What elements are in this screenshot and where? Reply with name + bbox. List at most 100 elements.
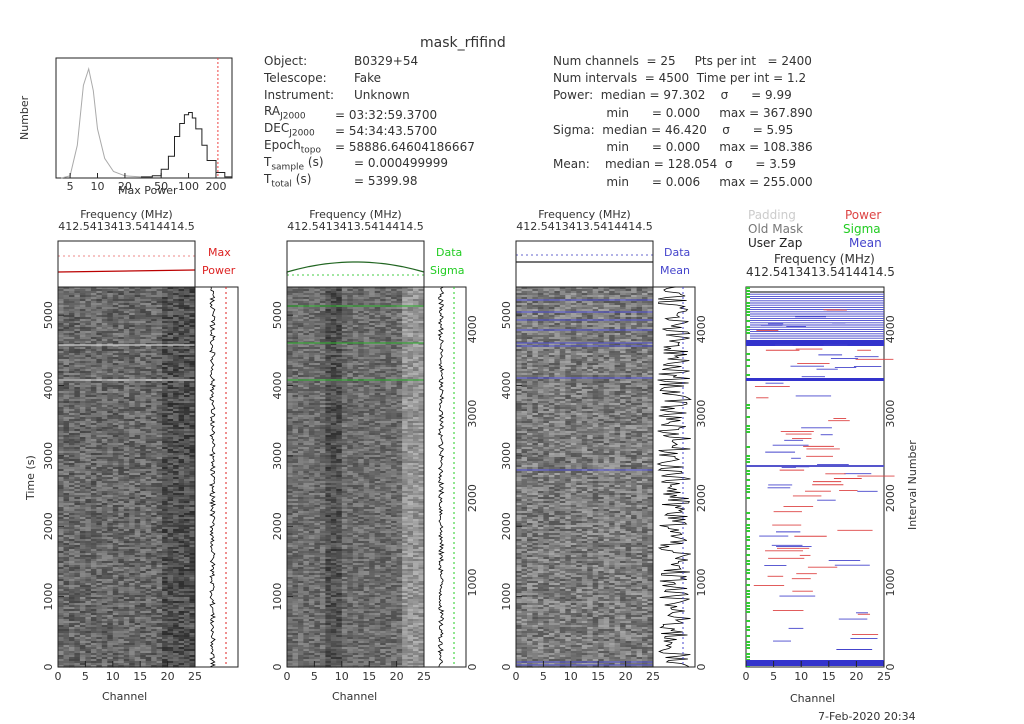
heat-cell [123, 459, 130, 462]
heat-cell [145, 443, 152, 446]
heat-cell [145, 363, 152, 366]
heat-cell [96, 511, 103, 514]
heat-cell [74, 375, 81, 378]
heat-cell [134, 479, 141, 482]
heat-cell [173, 539, 180, 542]
heat-cell [156, 355, 163, 358]
heat-cell [167, 411, 174, 414]
heat-cell [69, 357, 76, 360]
heat-cell [63, 411, 70, 414]
heat-cell [178, 385, 185, 388]
heat-cell [134, 529, 141, 532]
heat-cell [178, 319, 185, 322]
heat-cell [107, 319, 114, 322]
heat-cell [178, 355, 185, 358]
heat-cell [134, 465, 141, 468]
heat-cell [85, 385, 92, 388]
heat-cell [85, 513, 92, 516]
heat-cell [162, 407, 169, 410]
heat-cell [69, 385, 76, 388]
heat-cell [151, 331, 158, 334]
heat-cell [74, 525, 81, 528]
heat-cell [69, 429, 76, 432]
heat-cell [145, 309, 152, 312]
heat-cell [112, 479, 119, 482]
heat-cell [156, 485, 163, 488]
heat-cell [107, 501, 114, 504]
heat-cell [101, 353, 108, 356]
heat-cell [189, 343, 196, 346]
heat-cell [69, 517, 76, 520]
heat-cell [112, 393, 119, 396]
heat-cell [90, 405, 97, 408]
heat-cell [129, 321, 136, 324]
heat-cell [178, 399, 185, 402]
heat-cell [101, 385, 108, 388]
heat-cell [145, 473, 152, 476]
heat-cell [173, 399, 180, 402]
heat-cell [101, 435, 108, 438]
heat-cell [90, 467, 97, 470]
heat-cell [79, 543, 86, 546]
heat-cell [145, 493, 152, 496]
heat-cell [145, 507, 152, 510]
heat-cell [107, 337, 114, 340]
heat-cell [74, 289, 81, 292]
heat-cell [184, 293, 191, 296]
heat-cell [162, 459, 169, 462]
heat-cell [63, 397, 70, 400]
heat-cell [189, 363, 196, 366]
heat-cell [184, 317, 191, 320]
heat-cell [178, 487, 185, 490]
heat-cell [85, 371, 92, 374]
heat-cell [118, 463, 125, 466]
heat-cell [112, 515, 119, 518]
heat-cell [189, 501, 196, 504]
heat-cell [140, 505, 147, 508]
heat-cell [189, 531, 196, 534]
heat-cell [162, 537, 169, 540]
heat-cell [129, 483, 136, 486]
heat-cell [123, 477, 130, 480]
heat-cell [63, 509, 70, 512]
heat-cell [96, 459, 103, 462]
heat-cell [189, 347, 196, 350]
heat-cell [63, 479, 70, 482]
heat-cell [112, 333, 119, 336]
heat-cell [96, 311, 103, 314]
heat-cell [134, 417, 141, 420]
heat-cell [101, 447, 108, 450]
heat-cell [63, 331, 70, 334]
heat-cell [140, 387, 147, 390]
heat-cell [178, 427, 185, 430]
heat-cell [134, 447, 141, 450]
heat-cell [189, 351, 196, 354]
heat-cell [69, 515, 76, 518]
heat-cell [167, 523, 174, 526]
heat-cell [90, 535, 97, 538]
heat-cell [96, 289, 103, 292]
heat-cell [85, 329, 92, 332]
heat-cell [151, 407, 158, 410]
heat-cell [189, 377, 196, 380]
heat-cell [74, 507, 81, 510]
heat-cell [123, 483, 130, 486]
heat-cell [167, 499, 174, 502]
heat-cell [118, 497, 125, 500]
heat-cell [79, 319, 86, 322]
heat-cell [74, 385, 81, 388]
heat-cell [118, 499, 125, 502]
heat-cell [184, 409, 191, 412]
heat-cell [107, 499, 114, 502]
heat-cell [134, 511, 141, 514]
heat-cell [189, 441, 196, 444]
heat-cell [123, 315, 130, 318]
heat-cell [151, 477, 158, 480]
heat-cell [151, 333, 158, 336]
heat-cell [118, 505, 125, 508]
heat-cell [79, 511, 86, 514]
heat-cell [118, 381, 125, 384]
heat-cell [178, 333, 185, 336]
heat-cell [63, 545, 70, 548]
heat-cell [118, 511, 125, 514]
